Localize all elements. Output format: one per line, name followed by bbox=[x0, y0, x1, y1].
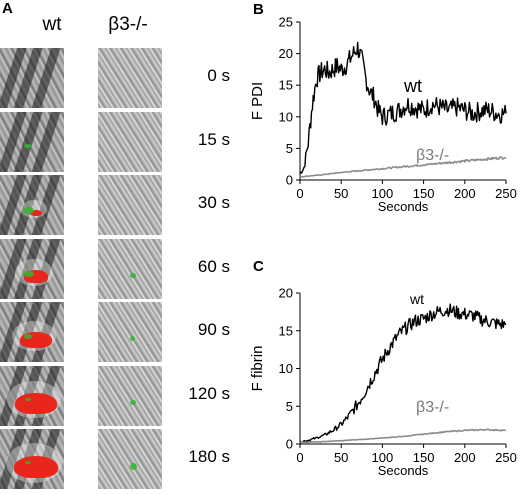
time-label: 15 s bbox=[197, 129, 230, 149]
series-label-knockout: β3-/- bbox=[416, 399, 449, 416]
y-tick-label: 10 bbox=[279, 361, 293, 376]
time-label: 90 s bbox=[197, 320, 230, 339]
series-line-wt bbox=[299, 41, 507, 175]
y-tick-label: 5 bbox=[286, 141, 293, 156]
series-line-knockout bbox=[299, 428, 507, 444]
panel-letter: B bbox=[253, 1, 264, 18]
x-tick-label: 200 bbox=[454, 450, 476, 465]
micrograph-knockout-2 bbox=[98, 175, 162, 235]
pdi-signal bbox=[25, 397, 31, 401]
y-tick-label: 10 bbox=[279, 109, 293, 124]
y-tick-label: 0 bbox=[286, 173, 293, 188]
series-label-wt: wt bbox=[409, 291, 424, 307]
x-tick-label: 100 bbox=[372, 450, 394, 465]
y-axis-label: F PDI bbox=[249, 82, 266, 120]
series-label-wt: wt bbox=[403, 76, 422, 96]
x-tick-label: 150 bbox=[413, 450, 435, 465]
micrograph-wt-2 bbox=[0, 175, 64, 235]
x-tick-label: 200 bbox=[454, 186, 476, 201]
x-tick-label: 250 bbox=[495, 186, 517, 201]
micrograph-knockout-4 bbox=[98, 302, 162, 362]
micrograph-knockout-6 bbox=[98, 429, 162, 489]
pdi-signal bbox=[130, 399, 136, 406]
time-label: 180 s bbox=[188, 447, 230, 466]
micrograph-wt-0 bbox=[0, 48, 64, 108]
pdi-signal bbox=[23, 334, 33, 339]
pdi-signal bbox=[22, 207, 34, 214]
column-header-wt: wt bbox=[42, 14, 62, 35]
x-tick-label: 0 bbox=[296, 450, 303, 465]
micrograph-wt-5 bbox=[0, 365, 64, 426]
micrograph-knockout-3 bbox=[98, 238, 162, 299]
y-tick-label: 20 bbox=[279, 286, 293, 301]
column-header-knockout: β3-/- bbox=[108, 14, 148, 35]
micrograph-wt-6 bbox=[0, 429, 64, 489]
y-tick-label: 25 bbox=[279, 15, 293, 30]
micrograph-knockout-1 bbox=[98, 111, 162, 172]
micrograph-knockout-0 bbox=[98, 48, 162, 108]
y-tick-label: 15 bbox=[279, 78, 293, 93]
x-axis-label: Seconds bbox=[378, 463, 429, 478]
micrograph-knockout-5 bbox=[98, 365, 162, 426]
x-tick-label: 50 bbox=[334, 450, 348, 465]
pdi-signal bbox=[25, 461, 31, 465]
y-tick-label: 5 bbox=[286, 399, 293, 414]
time-label: 0 s bbox=[207, 66, 230, 85]
micrograph-wt-3 bbox=[0, 238, 64, 299]
time-label: 60 s bbox=[197, 256, 230, 276]
micrograph-wt-1 bbox=[0, 111, 64, 172]
pdi-signal bbox=[130, 272, 136, 279]
pdi-signal bbox=[22, 270, 34, 278]
x-tick-label: 50 bbox=[334, 186, 348, 201]
pdi-signal bbox=[130, 336, 136, 342]
x-axis-label: Seconds bbox=[378, 199, 429, 214]
y-tick-label: 0 bbox=[286, 437, 293, 452]
series-label-knockout: β3-/- bbox=[416, 147, 449, 164]
y-axis-label: F fibrin bbox=[249, 346, 266, 392]
y-tick-label: 20 bbox=[279, 46, 293, 61]
x-tick-label: 150 bbox=[413, 186, 435, 201]
x-tick-label: 250 bbox=[495, 450, 517, 465]
panel-a-letter: A bbox=[2, 0, 13, 17]
panel-letter: C bbox=[253, 258, 264, 275]
fibrin-clot bbox=[14, 456, 58, 478]
x-tick-label: 0 bbox=[296, 186, 303, 201]
micrograph-wt-4 bbox=[0, 302, 64, 362]
series-line-knockout bbox=[299, 156, 507, 178]
time-label: 30 s bbox=[197, 193, 230, 212]
fibrin-clot bbox=[29, 209, 43, 217]
series-line-wt bbox=[299, 303, 507, 444]
y-tick-label: 15 bbox=[279, 323, 293, 338]
pdi-signal bbox=[130, 463, 138, 471]
pdi-signal bbox=[23, 143, 33, 149]
x-tick-label: 100 bbox=[372, 186, 394, 201]
time-label: 120 s bbox=[188, 383, 230, 403]
